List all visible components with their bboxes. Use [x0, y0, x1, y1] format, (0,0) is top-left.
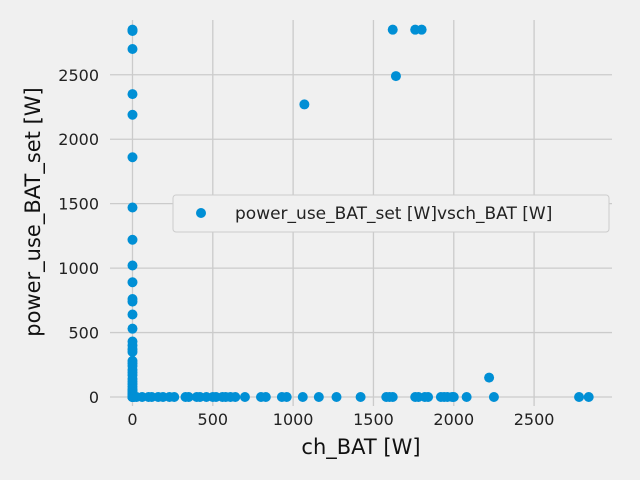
data-point: [230, 391, 241, 402]
x-tick-label: 1500: [353, 410, 394, 429]
data-point: [127, 202, 138, 213]
data-point: [355, 391, 366, 402]
data-point: [127, 109, 138, 120]
y-tick-label: 1000: [58, 259, 99, 278]
legend: power_use_BAT_set [W]vsch_BAT [W]: [172, 194, 610, 233]
data-point: [583, 391, 594, 402]
x-tick-label: 0: [127, 410, 137, 429]
y-tick-label: 500: [68, 324, 99, 343]
data-point: [416, 24, 427, 35]
x-tick-label: 500: [198, 410, 229, 429]
data-point: [127, 234, 138, 245]
data-point: [127, 25, 138, 36]
data-point: [313, 391, 324, 402]
data-point: [127, 309, 138, 320]
data-point: [387, 391, 398, 402]
data-point: [390, 71, 401, 82]
data-point: [260, 391, 271, 402]
data-point: [127, 260, 138, 271]
y-tick-label: 2000: [58, 130, 99, 149]
data-point: [448, 391, 459, 402]
data-point: [331, 391, 342, 402]
y-axis-label: power_use_BAT_set [W]: [21, 87, 46, 336]
y-tick-label: 1500: [58, 195, 99, 214]
legend-box: [172, 194, 610, 233]
data-point: [127, 296, 138, 307]
data-point: [423, 391, 434, 402]
data-point: [574, 391, 585, 402]
data-point: [297, 391, 308, 402]
y-tick-labels: 0 500 1000 1500 2000 2500: [58, 66, 99, 407]
data-point: [169, 391, 180, 402]
x-tick-labels: 0 500 1000 1500 2000 2500: [127, 410, 554, 429]
data-point: [488, 391, 499, 402]
x-tick-label: 2000: [433, 410, 474, 429]
data-point: [281, 391, 292, 402]
data-point: [461, 391, 472, 402]
data-point: [183, 391, 194, 402]
y-tick-label: 2500: [58, 66, 99, 85]
data-point: [127, 152, 138, 163]
data-point: [127, 346, 138, 357]
data-point: [387, 24, 398, 35]
legend-label: power_use_BAT_set [W]vsch_BAT [W]: [235, 204, 552, 224]
data-points: [127, 24, 594, 402]
data-point: [127, 43, 138, 54]
legend-marker: [196, 208, 206, 218]
y-tick-label: 0: [89, 388, 99, 407]
data-point: [299, 99, 310, 110]
data-point: [484, 372, 495, 383]
data-point: [127, 277, 138, 288]
x-axis-label: ch_BAT [W]: [301, 435, 420, 460]
data-point: [239, 391, 250, 402]
data-point: [127, 89, 138, 100]
x-tick-label: 2500: [514, 410, 555, 429]
x-tick-label: 1000: [273, 410, 314, 429]
data-point: [127, 323, 138, 334]
